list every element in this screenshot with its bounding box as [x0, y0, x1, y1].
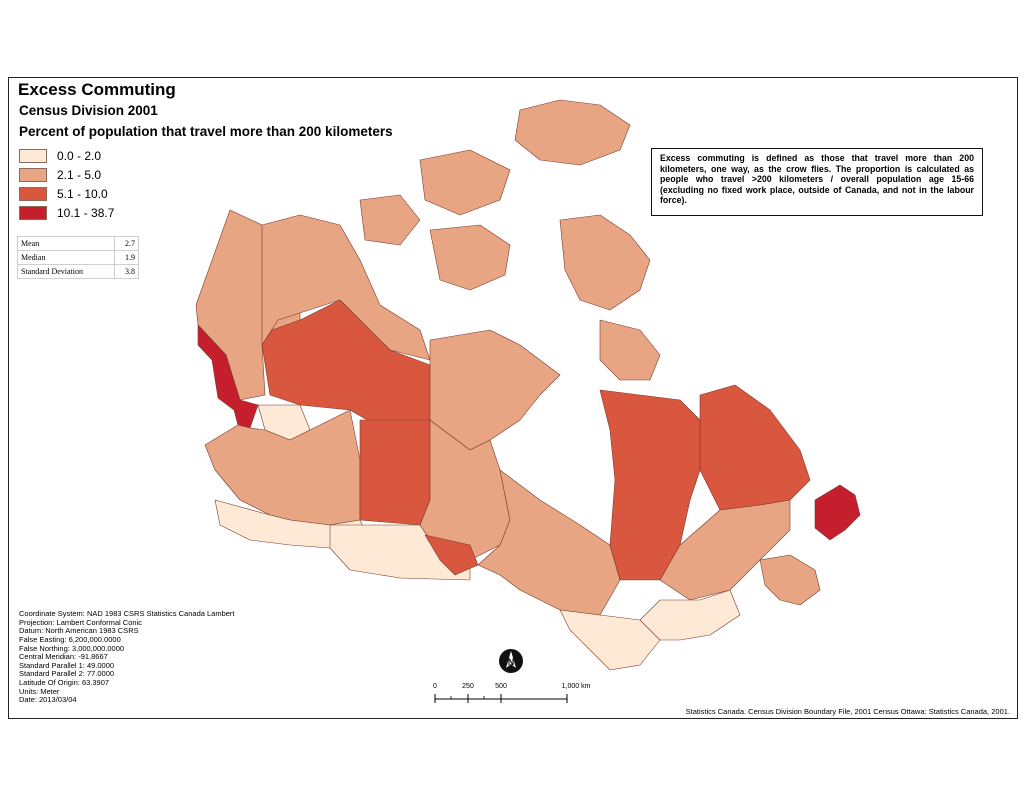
legend-item: 10.1 - 38.7 [19, 203, 114, 222]
north-arrow-icon: N [498, 648, 524, 674]
region-north-sask [359, 419, 431, 526]
scale-label: 500 [495, 683, 507, 690]
legend-label: 10.1 - 38.7 [57, 205, 115, 220]
table-row: Standard Deviation 3.8 [16, 264, 139, 279]
projection-line: Datum: North American 1983 CSRS [19, 626, 139, 636]
projection-line: Coordinate System: NAD 1983 CSRS Statist… [19, 609, 235, 618]
region-baffin-east [599, 319, 661, 381]
stat-value: 2.7 [114, 236, 139, 251]
map-subtitle: Census Division 2001 [19, 103, 158, 118]
table-row: Median 1.9 [16, 250, 139, 265]
projection-line: Projection: Lambert Conformal Conic [19, 617, 142, 627]
region-kivalliq [429, 329, 561, 451]
region-south-ontario [559, 609, 661, 671]
region-nwt [261, 214, 431, 361]
projection-line: Standard Parallel 2: 77.0000 [19, 669, 115, 679]
data-source: Statistics Canada. Census Division Bound… [685, 707, 1010, 716]
projection-line: False Easting: 6,200,000.0000 [19, 634, 121, 644]
scale-bar-ticks [434, 694, 568, 703]
legend-label: 0.0 - 2.0 [57, 148, 102, 163]
region-arctic-mid [419, 149, 511, 216]
legend-swatch [19, 148, 47, 163]
scale-bar: 0 250 500 1,000 km [433, 683, 593, 707]
definition-note: Excess commuting is defined as those tha… [651, 148, 983, 216]
svg-text:N: N [508, 657, 515, 667]
legend-label: 5.1 - 10.0 [57, 186, 108, 201]
scale-label: 1,000 km [561, 683, 591, 690]
legend-swatch [19, 186, 47, 201]
legend-label: 2.1 - 5.0 [57, 167, 102, 182]
map-frame [8, 77, 1018, 719]
scale-label: 0 [433, 683, 437, 690]
legend-item: 2.1 - 5.0 [19, 165, 114, 184]
region-quebec-southwest [639, 589, 741, 641]
legend-swatch [19, 205, 47, 220]
projection-line: False Northing: 3,000,000.0000 [19, 643, 125, 653]
region-arctic-west [359, 194, 421, 246]
projection-line: Date: 2013/03/04 [19, 695, 77, 705]
region-baffin [559, 214, 651, 311]
legend-item: 5.1 - 10.0 [19, 184, 114, 203]
region-manitoba-red [424, 534, 479, 576]
statistics-table: Mean 2.7 Median 1.9 Standard Deviation 3… [16, 236, 139, 279]
region-quebec-south [659, 499, 791, 601]
stat-label: Mean [16, 236, 116, 251]
stat-label: Median [16, 250, 116, 265]
projection-line: Latitude Of Origin: 63.3907 [19, 678, 110, 687]
stat-label: Standard Deviation [16, 264, 116, 279]
map-heading: Percent of population that travel more t… [19, 124, 393, 139]
projection-line: Central Meridian: -91.8667 [19, 652, 108, 662]
legend-swatch [19, 167, 47, 182]
region-arctic-north [514, 99, 631, 166]
table-row: Mean 2.7 [16, 236, 139, 251]
projection-line: Units: Meter [19, 686, 60, 696]
region-quebec-east [699, 384, 811, 511]
projection-info: Coordinate System: NAD 1983 CSRS Statist… [19, 609, 235, 705]
map-title: Excess Commuting [18, 80, 176, 99]
projection-line: Standard Parallel 1: 49.0000 [19, 660, 115, 670]
region-victoria-island [429, 224, 511, 291]
stat-value: 1.9 [114, 250, 139, 265]
legend: 0.0 - 2.0 2.1 - 5.0 5.1 - 10.0 10.1 - 38… [19, 146, 114, 222]
region-newfoundland [814, 484, 861, 541]
scale-label: 250 [462, 683, 474, 690]
legend-item: 0.0 - 2.0 [19, 146, 114, 165]
region-maritimes [759, 554, 821, 606]
stat-value: 3.8 [114, 264, 139, 279]
